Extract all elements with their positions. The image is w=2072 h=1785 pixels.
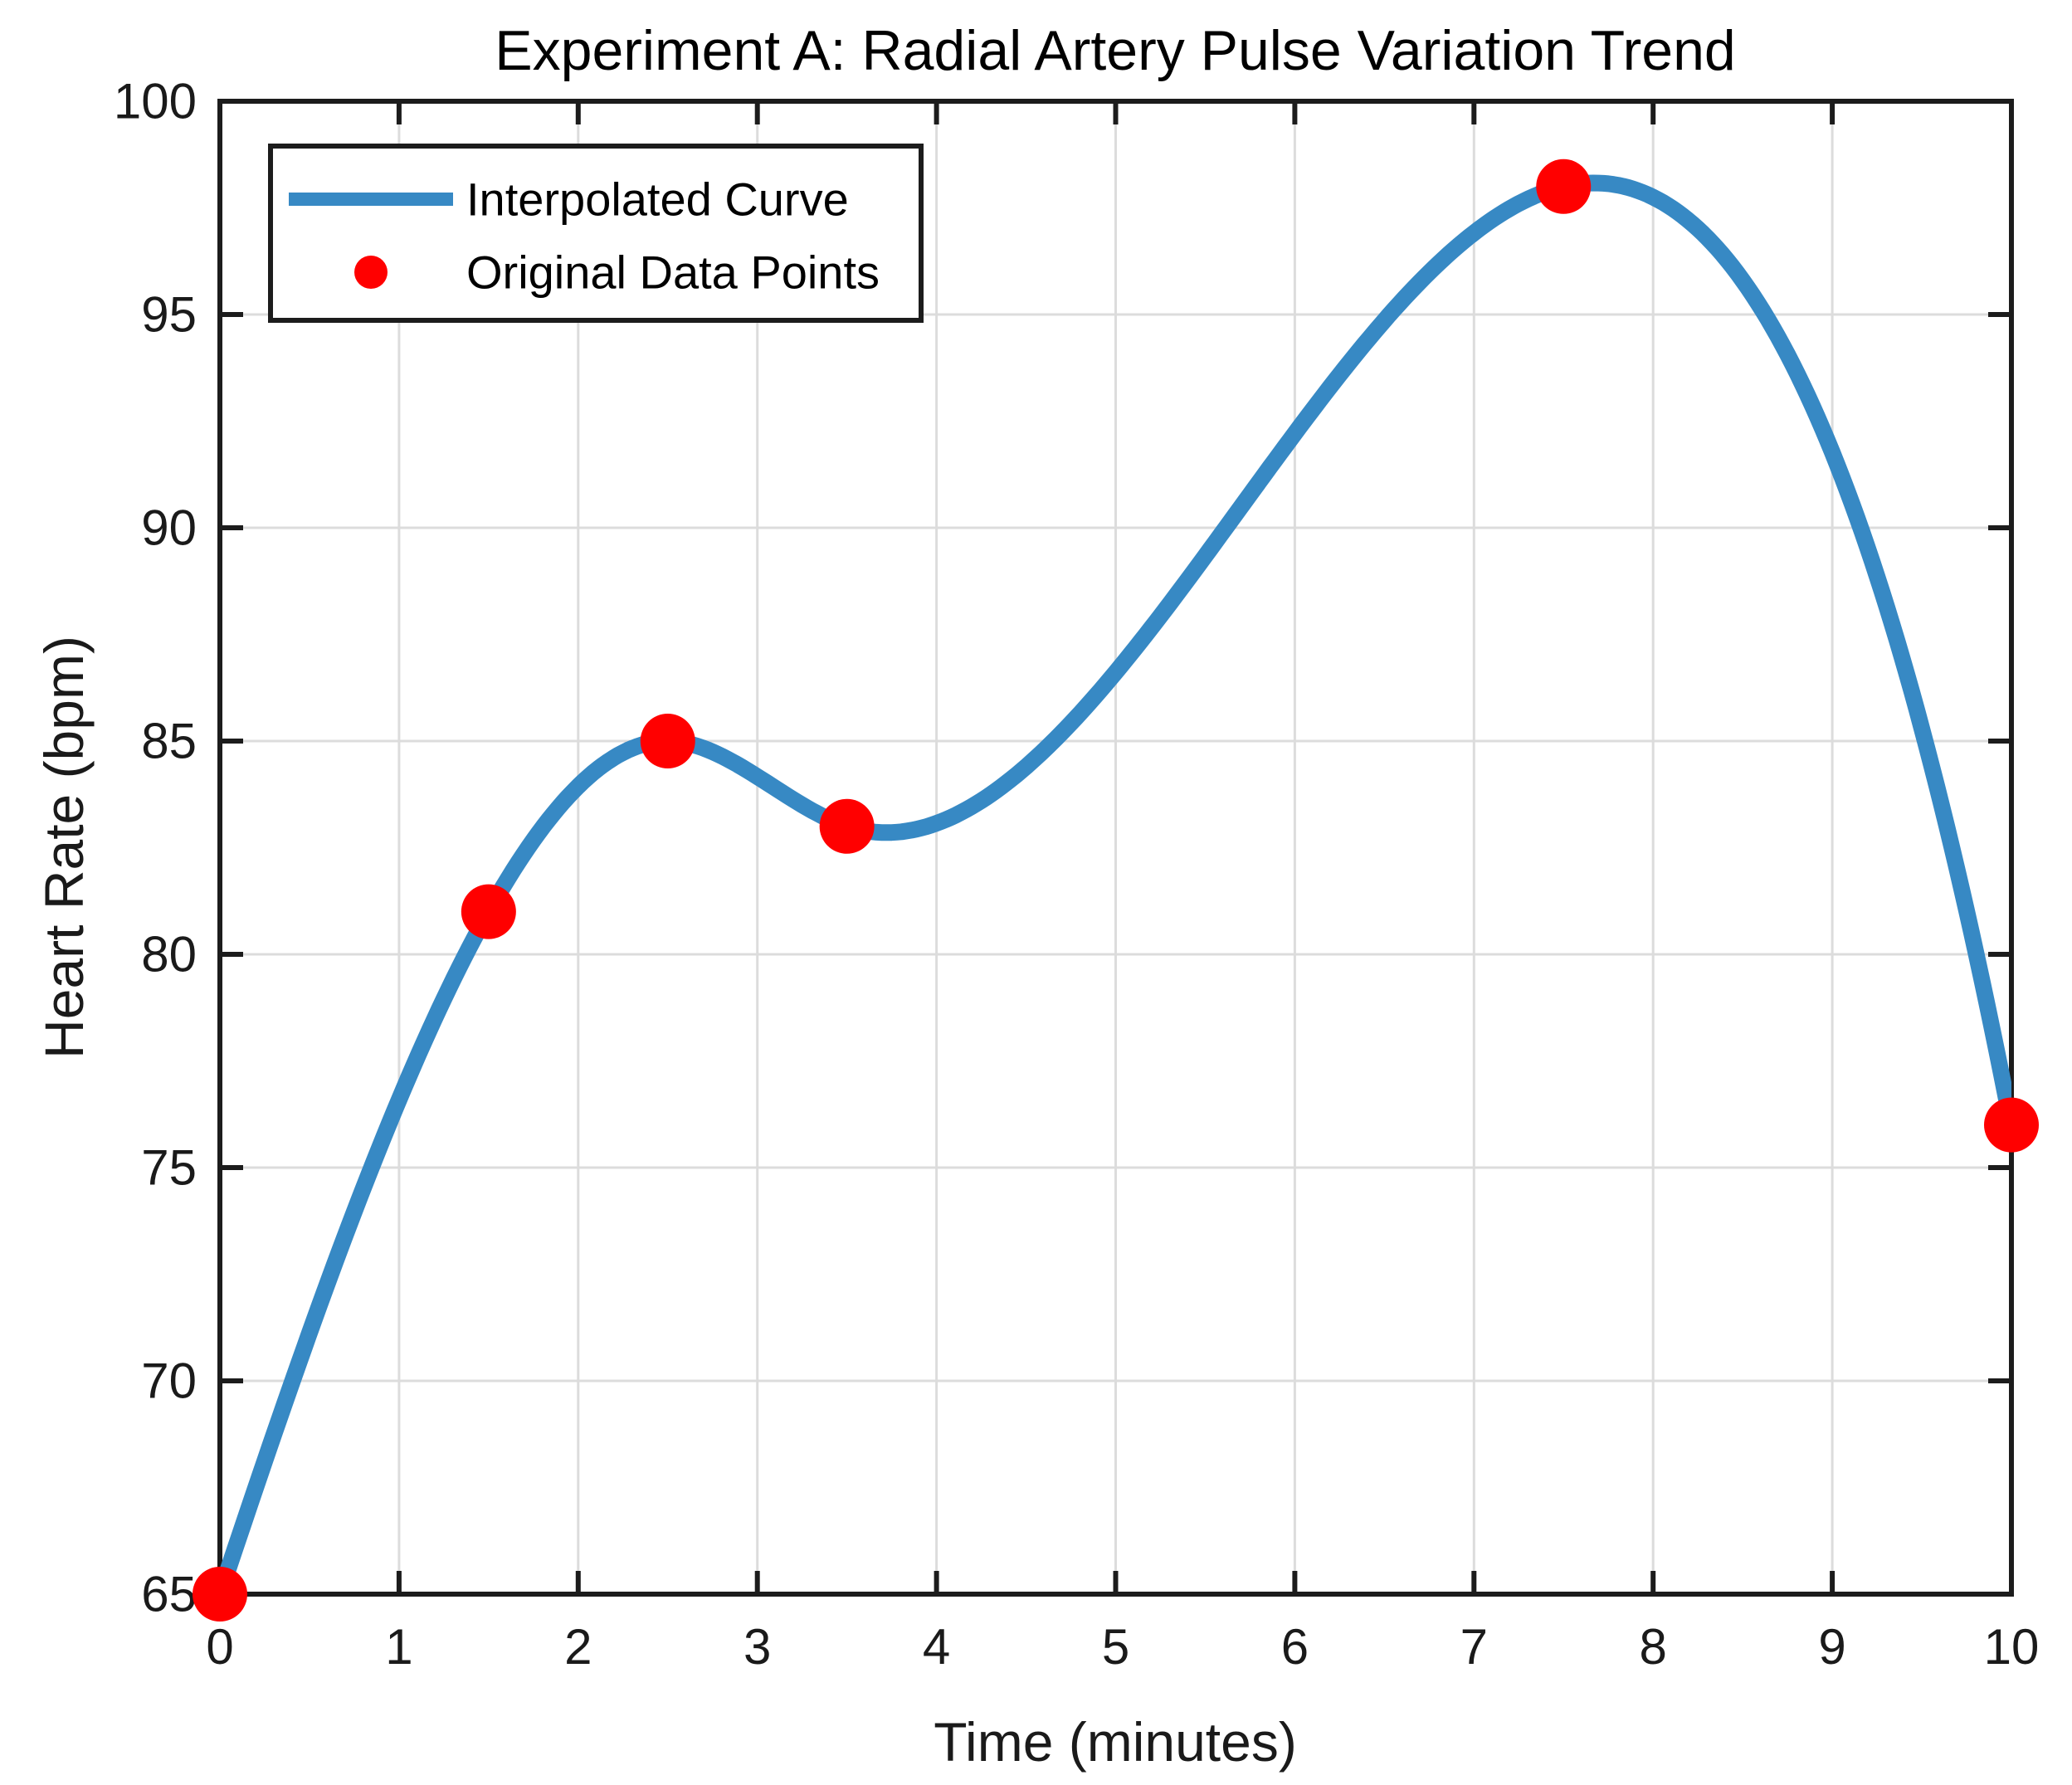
legend-dot-swatch <box>354 256 388 289</box>
data-points-layer <box>193 159 2039 1622</box>
data-point-marker <box>461 884 516 939</box>
x-tick-label: 9 <box>1818 1619 1845 1675</box>
data-point-marker <box>1536 159 1592 214</box>
x-tick-label: 4 <box>923 1619 950 1675</box>
legend: Interpolated Curve Original Data Points <box>268 144 924 323</box>
data-point-marker <box>640 714 695 768</box>
x-tick-label: 10 <box>1984 1619 2040 1675</box>
x-tick-label: 2 <box>564 1619 592 1675</box>
data-point-marker <box>1984 1097 2039 1153</box>
legend-entry-points-label: Original Data Points <box>466 246 880 299</box>
x-tick-label: 3 <box>743 1619 771 1675</box>
y-tick-label: 90 <box>141 500 197 556</box>
y-tick-label: 65 <box>141 1567 197 1622</box>
x-axis-label: Time (minutes) <box>934 1711 1297 1773</box>
data-point-marker <box>193 1567 247 1622</box>
x-tick-label: 8 <box>1640 1619 1667 1675</box>
y-tick-label: 80 <box>141 927 197 983</box>
x-tick-label: 0 <box>206 1619 233 1675</box>
y-tick-label: 100 <box>114 74 197 129</box>
axis-ticks <box>217 99 2014 1597</box>
grid <box>218 100 2013 1596</box>
x-tick-label: 6 <box>1281 1619 1309 1675</box>
legend-entry-curve-label: Interpolated Curve <box>466 173 849 226</box>
x-tick-label: 1 <box>385 1619 412 1675</box>
y-tick-label: 75 <box>141 1140 197 1196</box>
y-tick-label: 95 <box>141 287 197 343</box>
legend-box <box>268 144 924 323</box>
tick-labels: 0 1 2 3 4 5 6 7 8 9 10 65 70 75 80 85 90 95 100 <box>114 74 2039 1675</box>
y-tick-label: 85 <box>141 714 197 769</box>
chart-title: Experiment A: Radial Artery Pulse Variat… <box>495 19 1735 82</box>
x-tick-label: 7 <box>1460 1619 1488 1675</box>
interpolated-curve-layer <box>220 174 2011 1594</box>
x-tick-label: 5 <box>1102 1619 1129 1675</box>
y-tick-label: 70 <box>141 1353 197 1409</box>
interpolated-curve <box>220 174 2011 1594</box>
data-point-marker <box>819 798 875 854</box>
y-axis-label: Heart Rate (bpm) <box>33 636 95 1059</box>
